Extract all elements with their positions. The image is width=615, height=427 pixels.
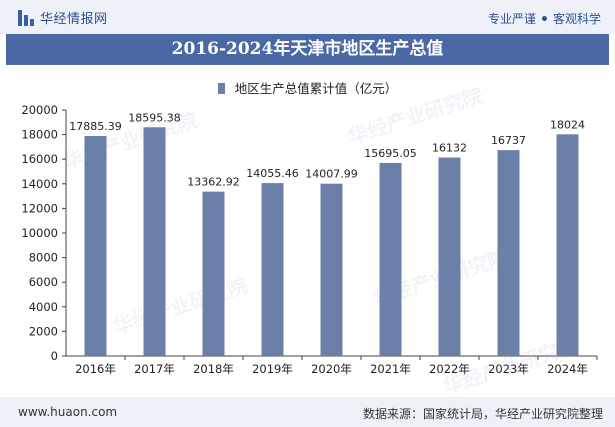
data-label: 13362.92 (187, 176, 240, 189)
bar (261, 183, 284, 356)
x-tick-label: 2023年 (488, 362, 529, 376)
y-tick-label: 18000 (21, 128, 58, 142)
chart-title: 2016-2024年天津市地区生产总值 (171, 39, 444, 59)
x-tick-label: 2020年 (311, 362, 352, 376)
y-tick-label: 14000 (21, 177, 58, 191)
y-tick-label: 10000 (21, 226, 58, 240)
legend-swatch-icon (217, 83, 225, 94)
brand-name: 华经情报网 (40, 12, 108, 27)
footer: www.huaon.com 数据来源：国家统计局，华经产业研究院整理 (0, 397, 615, 427)
x-tick-label: 2016年 (75, 362, 116, 376)
tagline-right: 客观科学 (552, 12, 601, 26)
bar (497, 150, 520, 356)
bar (379, 162, 402, 356)
data-label: 15695.05 (364, 147, 417, 160)
brand-logo-icon (18, 9, 34, 26)
y-tick-label: 20000 (21, 103, 58, 117)
y-tick-label: 16000 (21, 152, 58, 166)
y-tick-label: 8000 (29, 251, 58, 265)
x-tick-label: 2019年 (252, 362, 293, 376)
y-tick-label: 0 (51, 349, 58, 363)
brand: 华经情报网 (18, 8, 108, 27)
data-label: 18595.38 (128, 111, 181, 124)
data-label: 18024 (550, 118, 585, 131)
data-label: 14007.99 (305, 168, 358, 181)
header-bar: 华经情报网 专业严谨 客观科学 (0, 0, 615, 34)
x-tick-label: 2018年 (193, 362, 234, 376)
data-label: 17885.39 (69, 120, 122, 133)
x-tick-label: 2022年 (429, 362, 470, 376)
bar (438, 157, 461, 356)
tagline-left: 专业严谨 (487, 12, 536, 26)
bar (556, 134, 579, 356)
x-tick-label: 2021年 (370, 362, 411, 376)
data-label: 16737 (491, 134, 526, 147)
data-label: 14055.46 (246, 167, 299, 180)
footer-source: 数据来源：国家统计局，华经产业研究院整理 (362, 407, 603, 421)
y-tick-label: 2000 (29, 324, 58, 338)
bar (84, 136, 107, 356)
bar (320, 183, 343, 356)
y-tick-label: 4000 (29, 300, 58, 314)
y-tick-label: 12000 (21, 201, 58, 215)
bar (143, 127, 166, 356)
x-tick-label: 2017年 (134, 362, 175, 376)
footer-url[interactable]: www.huaon.com (18, 405, 118, 419)
y-tick-label: 6000 (29, 275, 58, 289)
legend: 地区生产总值累计值（亿元） (0, 78, 615, 97)
data-label: 16132 (432, 142, 467, 155)
dot-icon (541, 16, 547, 21)
bar (202, 191, 225, 356)
title-bar: 2016-2024年天津市地区生产总值 (6, 34, 609, 65)
x-tick-label: 2024年 (547, 362, 588, 376)
legend-label: 地区生产总值累计值（亿元） (234, 81, 398, 96)
tagline: 专业严谨 客观科学 (488, 10, 601, 27)
bar-chart: 0 2000 4000 6000 8000 10000 12000 14000 16000 180… (21, 103, 598, 376)
